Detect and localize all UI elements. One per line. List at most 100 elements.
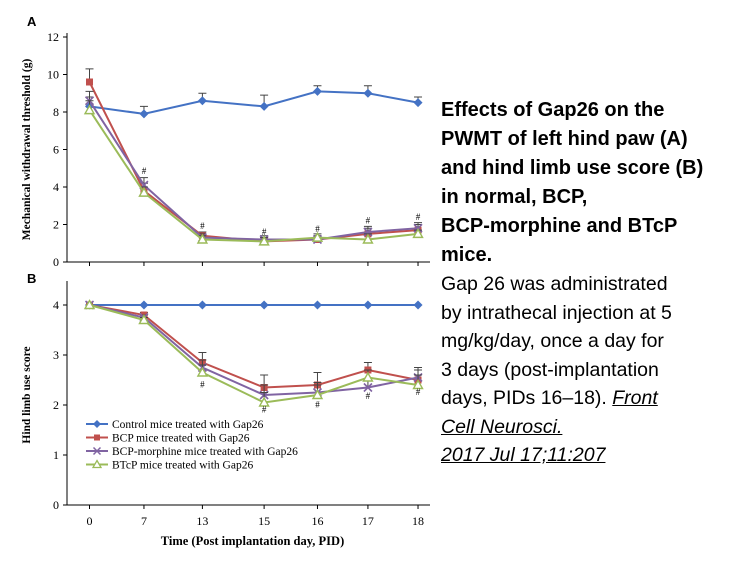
caption-title: Effects of Gap26 on the PWMT of left hin… <box>441 96 753 270</box>
data-point <box>196 366 209 377</box>
significance-marker: # <box>366 216 371 226</box>
legend-label: BCP mice treated with Gap26 <box>112 433 250 445</box>
caption-body: Gap 26 was administrated by intrathecal … <box>441 270 753 470</box>
legend-marker <box>93 420 101 428</box>
significance-marker: # <box>262 227 267 237</box>
caption-body-line: by intrathecal injection at 5 <box>441 301 672 324</box>
data-point <box>139 300 149 310</box>
series-4 <box>83 100 424 246</box>
caption-title-line: PWMT of left hind paw (A) <box>441 128 688 150</box>
data-point <box>413 98 423 108</box>
caption-title-line: in normal, BCP, <box>441 186 588 208</box>
caption-body-line: Gap 26 was administrated <box>441 273 668 295</box>
y-tick-label: 8 <box>53 105 59 119</box>
significance-marker: # <box>315 224 320 234</box>
citation-link[interactable]: 2017 Jul 17;11:207 <box>441 444 606 466</box>
data-point <box>362 233 374 244</box>
legend: Control mice treated with Gap26 BCP mice … <box>86 419 298 472</box>
legend-label: Control mice treated with Gap26 <box>112 419 264 431</box>
data-point <box>363 382 373 393</box>
panel-a-chart: A 0 2 4 6 8 10 12 Mechanical withdrawal threshol… <box>21 14 430 269</box>
legend-marker <box>94 434 100 441</box>
data-point <box>362 371 374 382</box>
y-tick-label: 1 <box>53 448 59 462</box>
legend-label: BTcP mice treated with Gap26 <box>112 460 253 472</box>
x-tick-label: 15 <box>258 514 270 528</box>
data-point <box>83 299 96 310</box>
series-1 <box>85 300 423 310</box>
y-tick-label: 0 <box>53 255 59 269</box>
caption-title-line: mice. <box>441 244 493 266</box>
y-tick-label: 4 <box>53 298 59 312</box>
caption-body-text: days, PIDs 16–18). <box>441 387 607 409</box>
x-tick-label: 7 <box>141 514 147 528</box>
series-3 <box>84 90 423 245</box>
caption-title-line: and hind limb use score (B) <box>441 157 704 179</box>
y-tick-label: 3 <box>53 348 59 362</box>
citation-link[interactable]: Front <box>612 387 658 409</box>
data-point <box>197 300 207 310</box>
series-4 <box>83 299 424 407</box>
y-axis-label: Mechanical withdrawal threshold (g) <box>21 59 33 241</box>
data-point <box>363 300 373 310</box>
caption-title-line: BCP-morphine and BTcP <box>441 215 678 237</box>
data-point <box>413 300 423 310</box>
y-tick-label: 10 <box>47 68 59 82</box>
data-point <box>138 186 150 197</box>
x-tick-label: 13 <box>196 514 208 528</box>
y-tick-label: 6 <box>53 143 59 157</box>
figure-caption: Effects of Gap26 on the PWMT of left hin… <box>441 96 753 470</box>
x-axis-label: Time (Post implantation day, PID) <box>161 534 344 548</box>
significance-marker: # <box>416 387 421 397</box>
data-point <box>259 101 269 111</box>
panel-letter: B <box>27 271 36 286</box>
caption-title-line: Effects of Gap26 on the <box>441 99 665 121</box>
y-tick-label: 0 <box>53 498 59 512</box>
panel-b-chart: B 0 1 2 3 4 0 7 13 15 16 17 18 Hind limb use score Tim… <box>21 271 430 548</box>
x-tick-label: 0 <box>87 514 93 528</box>
series-1 <box>85 85 423 119</box>
significance-marker: # <box>315 400 320 410</box>
y-tick-label: 2 <box>53 398 59 412</box>
legend-marker <box>91 459 103 469</box>
data-point <box>312 86 322 96</box>
data-point <box>259 300 269 310</box>
data-point <box>138 314 150 325</box>
legend-label: BCP-morphine mice treated with Gap26 <box>112 446 298 458</box>
legend-marker <box>92 446 102 456</box>
data-point <box>311 389 324 400</box>
x-tick-label: 18 <box>412 514 424 528</box>
significance-marker: # <box>200 380 205 390</box>
caption-body-line: days, PIDs 16–18). Front <box>441 384 753 413</box>
data-point <box>139 109 149 119</box>
citation-link[interactable]: Cell Neurosci. <box>441 415 563 438</box>
caption-body-line: 3 days (post-implantation <box>441 358 659 381</box>
x-tick-label: 16 <box>311 514 323 528</box>
data-point <box>196 233 209 244</box>
data-point <box>83 104 96 115</box>
panel-letter: A <box>27 14 37 29</box>
data-point <box>312 300 322 310</box>
y-tick-label: 12 <box>47 30 59 44</box>
significance-marker: # <box>200 221 205 231</box>
data-point <box>258 235 270 246</box>
x-tick-label: 17 <box>362 514 374 528</box>
data-point <box>197 96 207 106</box>
data-point <box>363 227 373 237</box>
data-point <box>412 227 424 239</box>
y-tick-label: 4 <box>53 180 59 194</box>
significance-marker: # <box>366 391 371 401</box>
data-point <box>258 396 270 407</box>
caption-body-line: mg/kg/day, once a day for <box>441 330 664 352</box>
significance-marker: # <box>142 166 147 176</box>
y-tick-label: 2 <box>53 218 59 232</box>
y-axis-label: Hind limb use score <box>21 346 33 443</box>
data-point <box>311 231 324 242</box>
significance-marker: # <box>416 212 421 222</box>
data-point <box>86 78 94 86</box>
series-2 <box>85 68 423 245</box>
data-point <box>363 88 373 98</box>
data-point <box>412 379 424 390</box>
significance-marker: # <box>262 405 267 415</box>
